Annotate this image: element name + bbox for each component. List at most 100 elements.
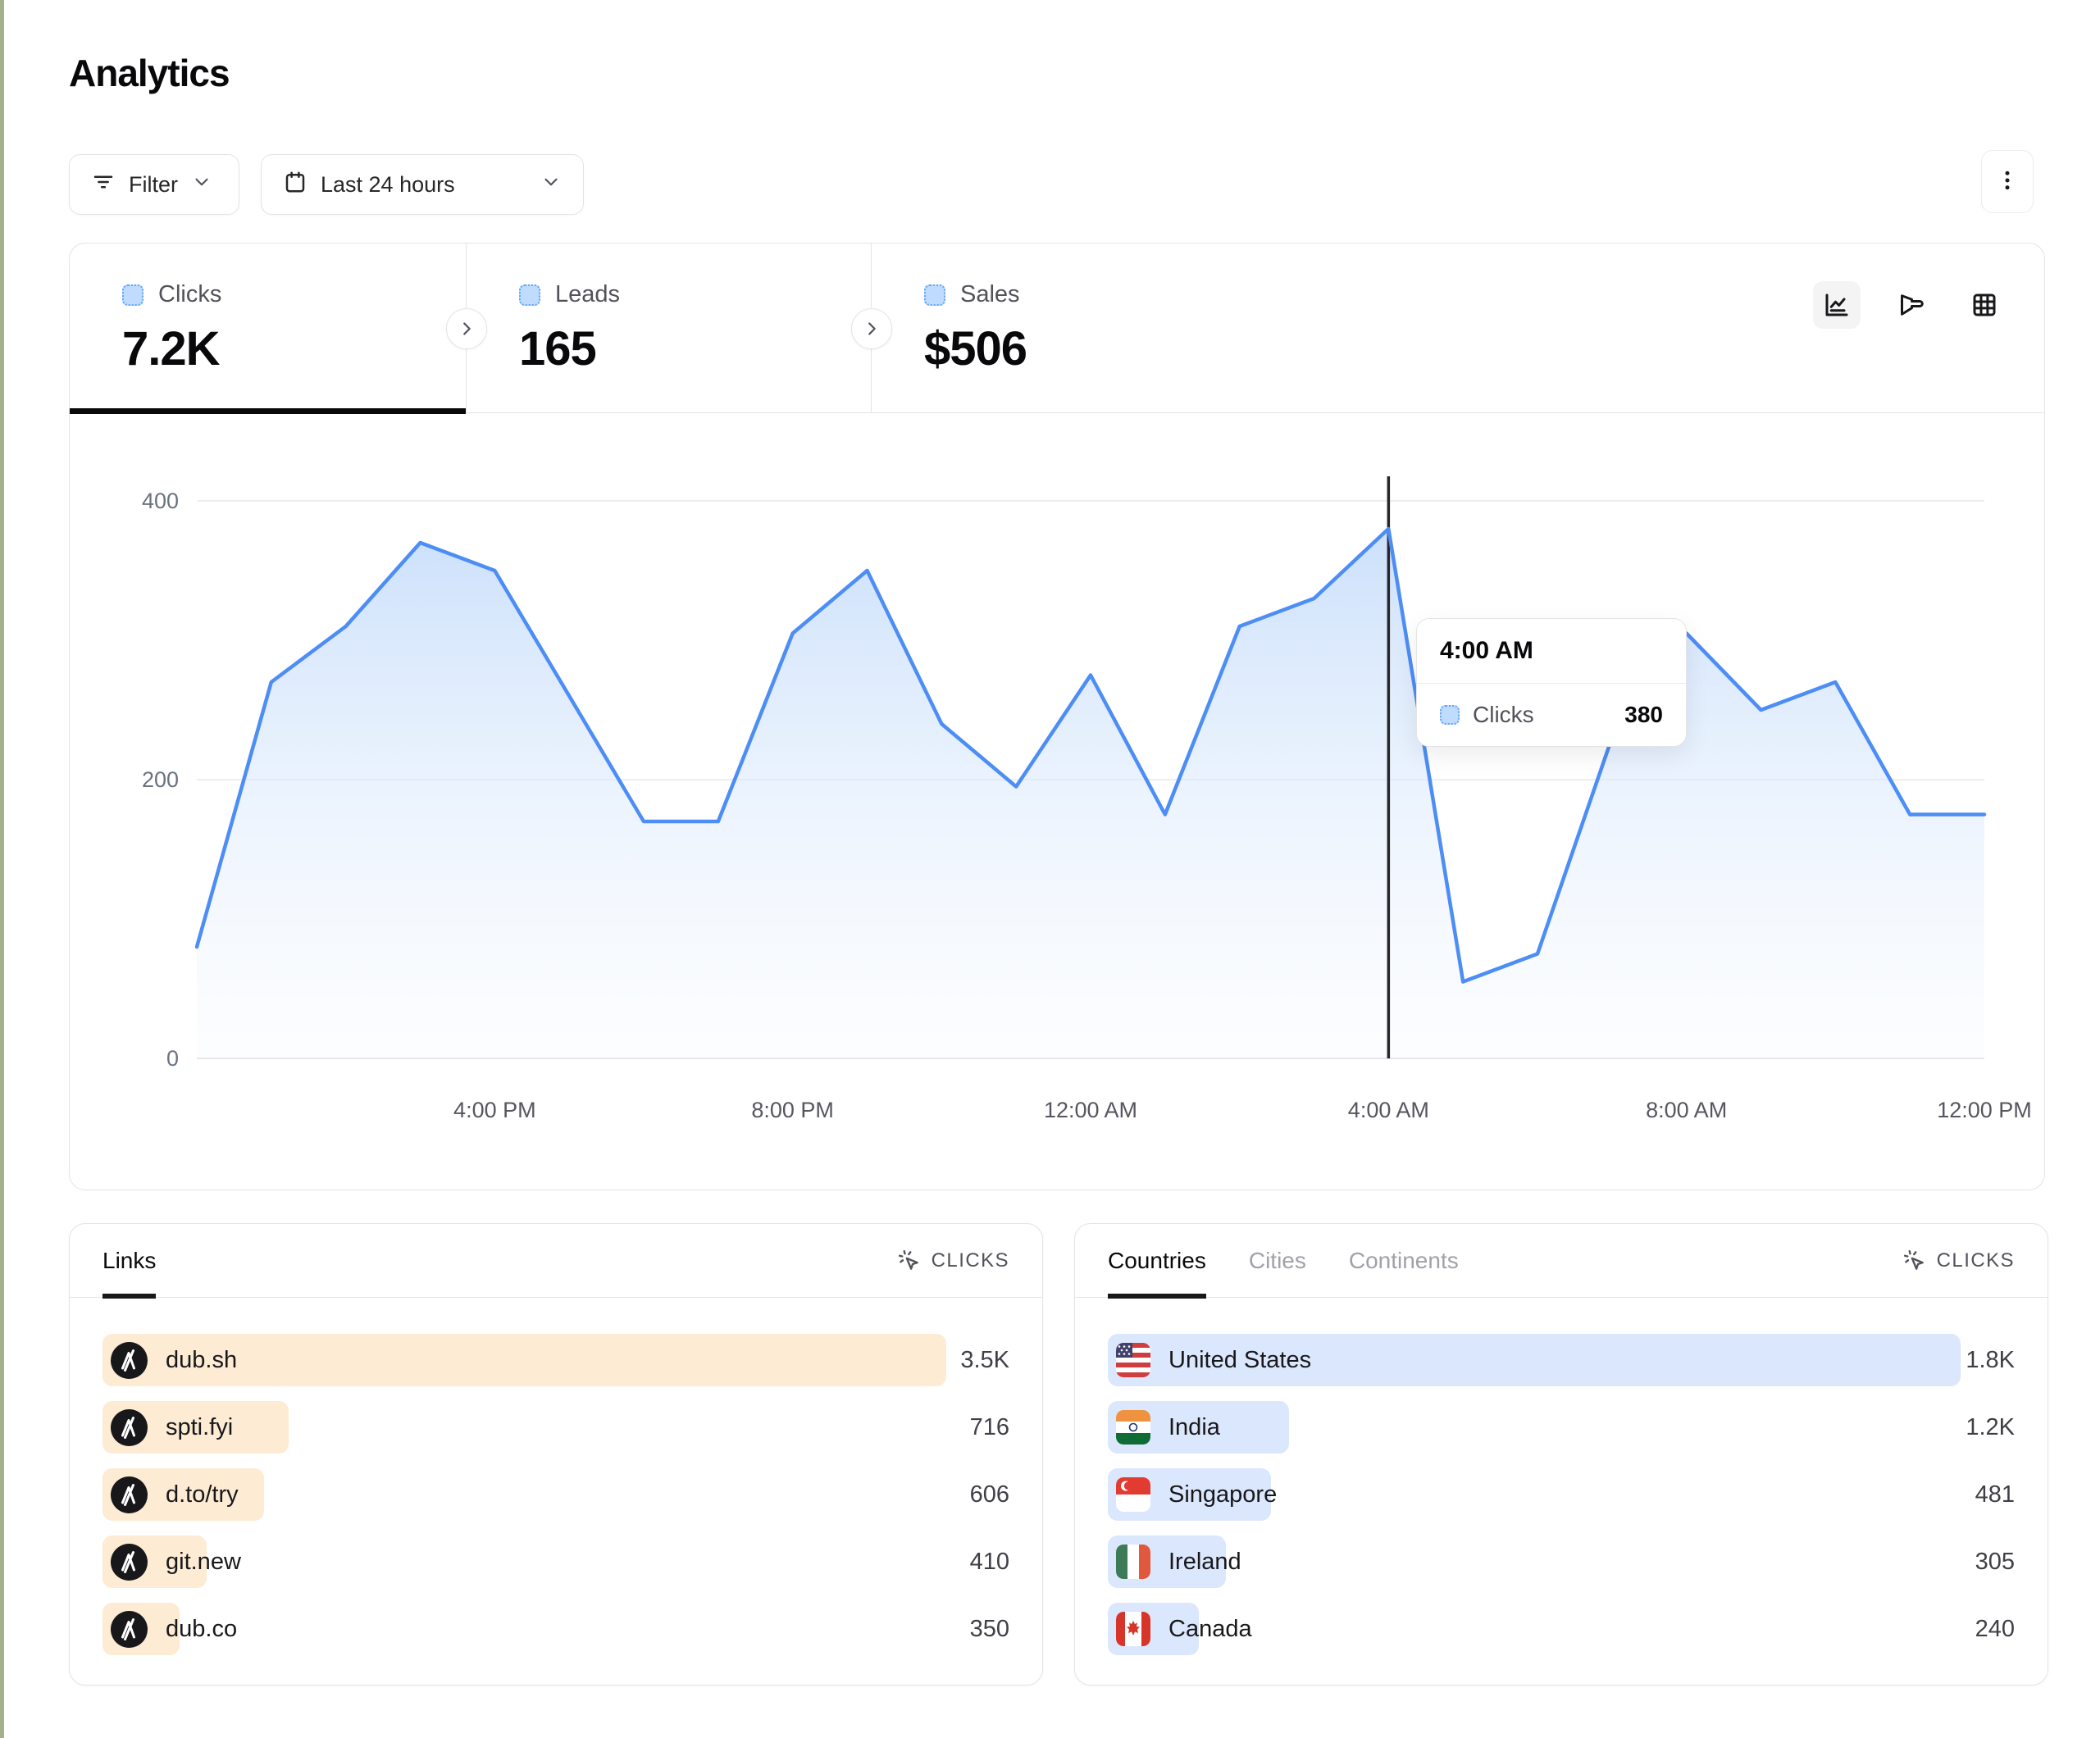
- dub-logo-icon: [111, 1543, 148, 1581]
- dub-logo-icon: [111, 1408, 148, 1446]
- row-bar: [102, 1334, 946, 1386]
- calendar-icon: [283, 170, 307, 200]
- chevron-right-icon: [463, 322, 471, 335]
- country-row[interactable]: Canada 240: [1108, 1603, 2015, 1655]
- expand-leads-button[interactable]: [851, 308, 892, 349]
- line-chart-icon: [1825, 293, 1848, 316]
- country-row[interactable]: Ireland 305: [1108, 1536, 2015, 1588]
- row-value: 716: [969, 1413, 1009, 1440]
- chevron-down-icon: [540, 171, 562, 198]
- row-value: 305: [1975, 1548, 2015, 1575]
- more-options-button[interactable]: [1981, 150, 2034, 213]
- row-value: 481: [1975, 1481, 2015, 1508]
- x-tick-label: 8:00 AM: [1646, 1098, 1727, 1122]
- kebab-menu-icon: [1995, 168, 2020, 195]
- funnel-chart-icon: [1901, 294, 1924, 316]
- leads-legend-swatch: [519, 284, 540, 306]
- metric-label: CLICKS: [1936, 1249, 2015, 1272]
- chart-tooltip: 4:00 AM Clicks 380: [1416, 618, 1687, 747]
- table-view-button[interactable]: [1961, 281, 2008, 329]
- link-row[interactable]: spti.fyi 716: [102, 1401, 1009, 1454]
- link-row[interactable]: d.to/try 606: [102, 1468, 1009, 1521]
- links-panel: Links CLICKS dub.sh 3.5K spti.fyi 716 d.to…: [69, 1223, 1043, 1686]
- clicks-area-chart[interactable]: 0 200 400 4:00 PM 8:00 PM 12:00 AM 4:00 AM 8:00…: [70, 413, 2044, 1189]
- row-value: 1.2K: [1966, 1413, 2015, 1440]
- row-value: 410: [969, 1548, 1009, 1575]
- row-label: dub.sh: [166, 1346, 238, 1373]
- us-flag-icon: [1116, 1343, 1150, 1377]
- x-tick-label: 12:00 PM: [1937, 1098, 2032, 1122]
- row-value: 1.8K: [1966, 1346, 2015, 1373]
- line-chart-view-button[interactable]: [1813, 281, 1861, 329]
- table-grid-icon: [1973, 293, 1996, 316]
- date-range-button[interactable]: Last 24 hours: [261, 154, 584, 215]
- stat-value: $506: [924, 322, 1027, 375]
- y-tick-label: 0: [166, 1046, 179, 1071]
- filter-button[interactable]: Filter: [69, 154, 239, 215]
- row-label: dub.co: [166, 1615, 238, 1642]
- tab-links[interactable]: Links: [102, 1224, 157, 1299]
- dub-logo-icon: [111, 1610, 148, 1648]
- in-flag-icon: [1116, 1410, 1150, 1445]
- analytics-card: Clicks 7.2K Leads 165 Sales $506: [69, 243, 2045, 1190]
- ie-flag-icon: [1116, 1545, 1150, 1579]
- country-row[interactable]: India 1.2K: [1108, 1401, 2015, 1454]
- stat-value: 7.2K: [122, 322, 221, 375]
- row-label: d.to/try: [166, 1481, 239, 1508]
- row-value: 3.5K: [960, 1346, 1009, 1373]
- row-label: Canada: [1168, 1615, 1252, 1642]
- dub-logo-icon: [111, 1341, 148, 1379]
- chart-view-switcher: [1813, 281, 2008, 329]
- x-tick-label: 4:00 PM: [453, 1098, 536, 1122]
- tab-continents[interactable]: Continents: [1348, 1247, 1459, 1273]
- row-label: United States: [1168, 1346, 1312, 1373]
- row-label: India: [1168, 1413, 1220, 1440]
- cursor-click-icon: [1903, 1249, 1924, 1270]
- funnel-chart-view-button[interactable]: [1887, 281, 1934, 329]
- row-label: git.new: [166, 1548, 241, 1575]
- row-label: Ireland: [1168, 1548, 1241, 1575]
- filter-label: Filter: [129, 171, 178, 197]
- cursor-click-icon: [898, 1249, 918, 1270]
- link-row[interactable]: git.new 410: [102, 1536, 1009, 1588]
- tab-countries[interactable]: Countries: [1108, 1224, 1206, 1299]
- expand-clicks-button[interactable]: [446, 308, 487, 349]
- clicks-legend-swatch: [122, 284, 143, 306]
- y-tick-label: 200: [142, 767, 179, 792]
- stat-label: Clicks: [158, 281, 222, 307]
- stat-tab-clicks[interactable]: Clicks 7.2K: [70, 243, 467, 414]
- tooltip-time: 4:00 AM: [1417, 619, 1686, 684]
- country-row[interactable]: United States 1.8K: [1108, 1334, 2015, 1386]
- row-label: Singapore: [1168, 1481, 1278, 1508]
- countries-panel: Countries Cities Continents CLICKS Unite…: [1074, 1223, 2048, 1686]
- row-value: 240: [1975, 1615, 2015, 1642]
- stat-tab-sales[interactable]: Sales $506: [872, 243, 2044, 412]
- clicks-legend-swatch: [1440, 705, 1460, 725]
- stat-tab-leads[interactable]: Leads 165: [467, 243, 872, 412]
- row-bar: [1108, 1334, 1961, 1386]
- stat-label: Leads: [555, 281, 621, 307]
- links-metric-header[interactable]: CLICKS: [897, 1224, 1009, 1297]
- y-tick-label: 400: [142, 489, 179, 513]
- chevron-right-icon: [868, 322, 876, 335]
- row-value: 350: [969, 1615, 1009, 1642]
- chart-area: [197, 529, 1984, 1058]
- sg-flag-icon: [1116, 1477, 1150, 1512]
- date-range-label: Last 24 hours: [321, 171, 455, 197]
- stat-label: Sales: [960, 281, 1020, 307]
- page-title: Analytics: [69, 52, 230, 94]
- tooltip-series-label: Clicks: [1473, 702, 1534, 727]
- x-tick-label: 4:00 AM: [1348, 1098, 1429, 1122]
- stats-tab-row: Clicks 7.2K Leads 165 Sales $506: [70, 243, 2044, 414]
- row-label: spti.fyi: [166, 1413, 234, 1440]
- link-row[interactable]: dub.co 350: [102, 1603, 1009, 1655]
- countries-metric-header[interactable]: CLICKS: [1902, 1224, 2015, 1297]
- tab-cities[interactable]: Cities: [1248, 1247, 1306, 1273]
- country-row[interactable]: Singapore 481: [1108, 1468, 2015, 1521]
- ca-flag-icon: [1116, 1612, 1150, 1646]
- metric-label: CLICKS: [931, 1249, 1009, 1272]
- row-value: 606: [969, 1481, 1009, 1508]
- link-row[interactable]: dub.sh 3.5K: [102, 1334, 1009, 1386]
- sales-legend-swatch: [924, 284, 945, 306]
- filter-icon: [91, 170, 116, 200]
